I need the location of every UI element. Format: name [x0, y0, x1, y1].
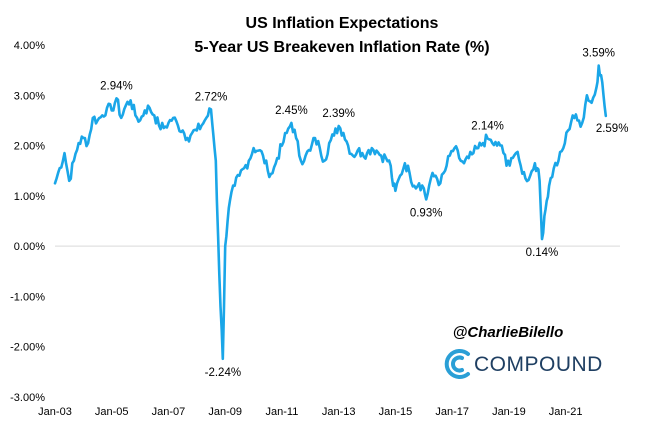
chart-subtitle: 5-Year US Breakeven Inflation Rate (%) [194, 39, 489, 56]
breakeven-rate-line [53, 64, 608, 361]
data-label: 2.14% [471, 121, 504, 133]
data-label: 2.94% [100, 80, 133, 92]
annotations: 2.94% 2.72% -2.24% 2.45% 2.39% 0.93% 2.14% 0.14… [100, 48, 628, 379]
y-tick-label: 4.00% [14, 40, 45, 52]
data-label: 0.14% [526, 247, 559, 259]
data-label: 2.59% [596, 123, 629, 135]
data-label: 0.93% [410, 207, 443, 219]
y-tick-label: 1.00% [14, 191, 45, 203]
x-tick-label: Jan-21 [549, 406, 583, 418]
data-label: 3.59% [582, 48, 615, 60]
x-tick-label: Jan-11 [266, 406, 299, 418]
data-label: 2.72% [195, 91, 228, 103]
x-tick-label: Jan-17 [435, 406, 469, 418]
y-tick-label: -1.00% [10, 291, 45, 303]
author-handle: @CharlieBilello [453, 324, 564, 341]
chart-title: US Inflation Expectations [246, 15, 439, 32]
x-tick-label: Jan-07 [152, 406, 186, 418]
x-tick-label: Jan-15 [379, 406, 413, 418]
y-tick-label: 0.00% [14, 241, 45, 253]
x-tick-label: Jan-09 [208, 406, 242, 418]
compound-logo-icon [444, 349, 470, 379]
compound-logo: COMPOUND [444, 349, 603, 379]
data-label: -2.24% [205, 367, 241, 379]
x-tick-label: Jan-13 [322, 406, 356, 418]
x-tick-label: Jan-19 [492, 406, 526, 418]
y-axis: 4.00% 3.00% 2.00% 1.00% 0.00% -1.00% -2.00% -3.… [10, 40, 45, 404]
x-axis: Jan-03 Jan-05 Jan-07 Jan-09 Jan-11 Jan-13 Jan-… [38, 406, 582, 418]
y-tick-label: 3.00% [14, 90, 45, 102]
compound-logo-text: COMPOUND [474, 353, 603, 376]
y-tick-label: -3.00% [10, 392, 45, 404]
data-label: 2.45% [275, 105, 308, 117]
data-label: 2.39% [322, 108, 355, 120]
y-tick-label: 2.00% [14, 141, 45, 153]
x-tick-label: Jan-03 [38, 406, 72, 418]
x-tick-label: Jan-05 [95, 406, 129, 418]
y-tick-label: -2.00% [10, 342, 45, 354]
